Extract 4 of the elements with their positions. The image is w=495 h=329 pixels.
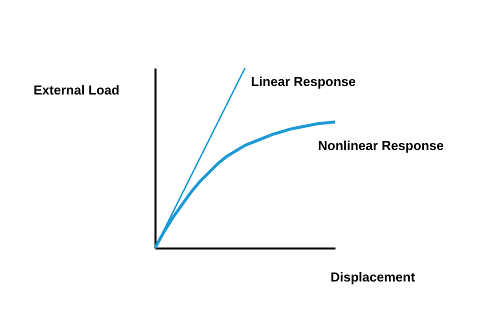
y-axis-title: External Load	[34, 82, 120, 98]
series-label: Linear Response	[251, 74, 356, 89]
x-axis-title: Displacement	[330, 270, 416, 284]
series-label: Nonlinear Response	[318, 138, 444, 153]
